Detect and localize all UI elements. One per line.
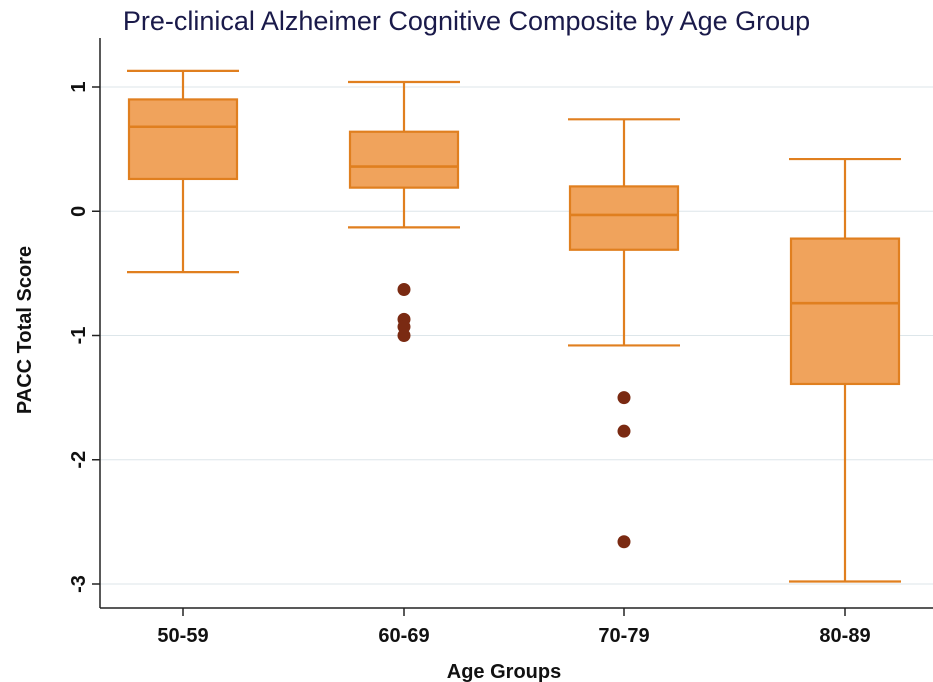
box-series xyxy=(127,69,901,583)
x-tick-label: 70-79 xyxy=(598,625,649,647)
x-tick-label: 60-69 xyxy=(378,625,429,647)
axes xyxy=(99,38,933,609)
outlier-point xyxy=(397,283,411,297)
outlier-point xyxy=(397,329,411,342)
x-tick-label: 80-89 xyxy=(819,625,870,647)
x-axis-title: Age Groups xyxy=(447,661,561,682)
box-60-69 xyxy=(348,80,460,342)
box-80-89 xyxy=(789,157,901,583)
y-tick-label: -1 xyxy=(68,327,90,345)
iqr-box xyxy=(789,237,901,386)
y-tick-label: -3 xyxy=(68,575,90,593)
chart-title: Pre-clinical Alzheimer Cognitive Composi… xyxy=(122,6,811,36)
y-tick-label: 0 xyxy=(68,206,90,217)
y-tick-label: 1 xyxy=(68,81,90,92)
iqr-box xyxy=(348,130,460,189)
outlier-point xyxy=(617,391,631,405)
y-tick-label: -2 xyxy=(68,451,90,469)
tick-labels: 1 0 -1 -2 -3 50-59 60-69 70-79 80-89 xyxy=(68,81,871,647)
outlier-point xyxy=(617,535,631,549)
box-50-59 xyxy=(127,69,239,274)
outlier-point xyxy=(617,424,631,438)
box-70-79 xyxy=(568,118,680,549)
y-axis-title: PACC Total Score xyxy=(14,246,36,414)
x-tick-label: 50-59 xyxy=(157,625,208,647)
iqr-box xyxy=(127,98,239,181)
iqr-box xyxy=(568,185,680,251)
